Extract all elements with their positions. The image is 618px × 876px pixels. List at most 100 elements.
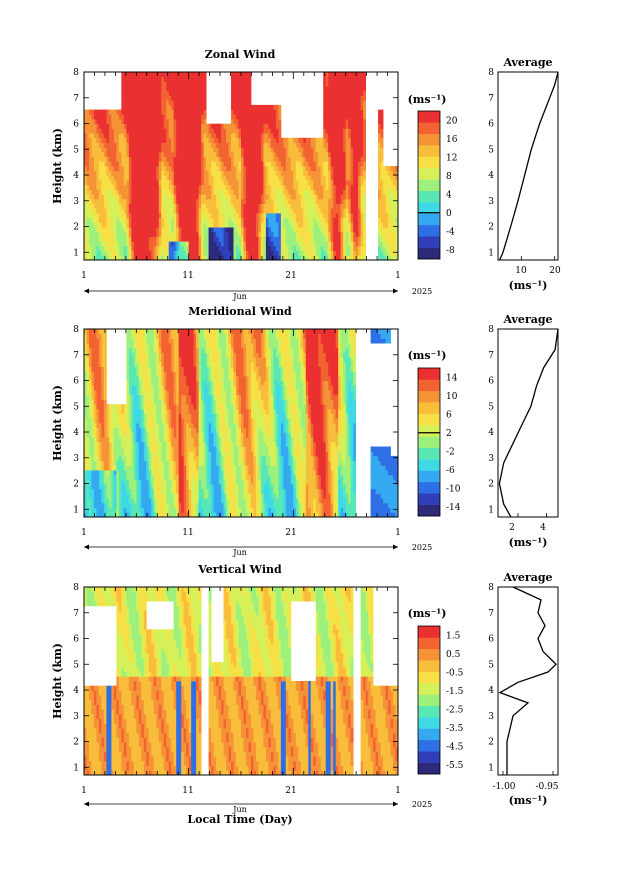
heatmap-cell [111, 114, 115, 120]
heatmap-cell [211, 166, 214, 172]
heatmap-cell [126, 361, 130, 367]
heatmap-cell [273, 156, 277, 162]
heatmap-cell [191, 213, 195, 219]
heatmap-cell [305, 203, 309, 209]
heatmap-cell [118, 222, 122, 228]
heatmap-cell [86, 189, 90, 195]
heatmap-cell [131, 76, 135, 82]
heatmap-cell [358, 189, 362, 195]
heatmap-cell [181, 86, 185, 92]
heatmap-cell [293, 250, 297, 256]
heatmap-cell [268, 194, 272, 200]
heatmap-cell [161, 86, 165, 92]
heatmap-cell [96, 474, 100, 480]
heatmap-cell [188, 72, 192, 78]
heatmap-cell [280, 184, 284, 190]
heatmap-cell [330, 114, 334, 120]
heatmap-cell [103, 408, 107, 414]
heatmap-cell [385, 250, 389, 256]
heatmap-cell [283, 255, 287, 261]
heatmap-cell [133, 432, 137, 438]
heatmap-cell [133, 128, 137, 134]
heatmap-cell [158, 114, 162, 120]
heatmap-cell [363, 175, 366, 181]
heatmap-cell [126, 109, 130, 115]
heatmap-cell [93, 166, 97, 172]
heatmap-cell [173, 236, 177, 242]
heatmap-cell [133, 104, 137, 110]
heatmap-cell [255, 119, 259, 125]
heatmap-cell [223, 151, 227, 157]
heatmap-cell [325, 222, 329, 228]
heatmap-cell [208, 213, 212, 219]
heatmap-cell [146, 123, 150, 129]
heatmap-cell [141, 245, 145, 251]
heatmap-cell [141, 128, 145, 134]
heatmap-cell [305, 184, 309, 190]
heatmap-cell [258, 189, 262, 195]
heatmap-cell [340, 95, 344, 101]
heatmap-cell [218, 217, 222, 223]
heatmap-cell [263, 119, 267, 125]
heatmap-cell [353, 217, 357, 223]
heatmap-cell [383, 213, 386, 219]
heatmap-cell [270, 222, 274, 228]
heatmap-cell [106, 451, 110, 457]
heatmap-cell [236, 119, 239, 125]
heatmap-cell [84, 394, 87, 400]
heatmap-cell [116, 498, 120, 504]
heatmap-cell [108, 231, 112, 237]
heatmap-cell [86, 128, 90, 134]
heatmap-cell [123, 109, 127, 115]
heatmap-cell [141, 203, 145, 209]
heatmap-cell [128, 198, 132, 204]
heatmap-cell [101, 119, 105, 125]
heatmap-cell [293, 170, 297, 176]
heatmap-cell [116, 451, 120, 457]
heatmap-cell [156, 137, 160, 143]
heatmap-cell [118, 484, 122, 490]
heatmap-cell [255, 137, 259, 143]
heatmap-cell [241, 184, 244, 190]
heatmap-cell [213, 137, 217, 143]
heatmap-cell [355, 180, 359, 186]
heatmap-cell [191, 217, 195, 223]
heatmap-cell [300, 142, 304, 148]
heatmap-cell [106, 474, 110, 480]
heatmap-cell [360, 119, 364, 125]
heatmap-cell [325, 217, 329, 223]
heatmap-cell [313, 236, 317, 242]
heatmap-cell [203, 109, 207, 115]
heatmap-cell [178, 128, 182, 134]
heatmap-cell [138, 166, 142, 172]
heatmap-cell [238, 114, 242, 120]
heatmap-cell [263, 109, 267, 115]
heatmap-cell [86, 413, 90, 419]
heatmap-cell [335, 100, 339, 106]
heatmap-cell [118, 479, 122, 485]
heatmap-cell [320, 142, 324, 148]
heatmap-cell [270, 245, 274, 251]
heatmap-cell [395, 231, 399, 237]
heatmap-cell [91, 479, 95, 485]
heatmap-cell [103, 479, 107, 485]
heatmap-cell [101, 357, 105, 363]
heatmap-cell [128, 137, 132, 143]
heatmap-cell [378, 151, 381, 157]
heatmap-cell [243, 81, 247, 87]
heatmap-cell [131, 470, 135, 476]
heatmap-cell [161, 180, 165, 186]
heatmap-cell [241, 245, 244, 251]
heatmap-cell [231, 255, 234, 261]
heatmap-cell [106, 418, 110, 424]
heatmap-cell [106, 512, 110, 518]
heatmap-cell [390, 241, 394, 247]
heatmap-cell [136, 133, 140, 139]
heatmap-cell [91, 133, 95, 139]
heatmap-cell [390, 175, 394, 181]
heatmap-cell [253, 255, 257, 261]
heatmap-cell [128, 446, 132, 452]
heatmap-cell [181, 147, 185, 153]
heatmap-cell [260, 151, 264, 157]
heatmap-cell [133, 423, 137, 429]
